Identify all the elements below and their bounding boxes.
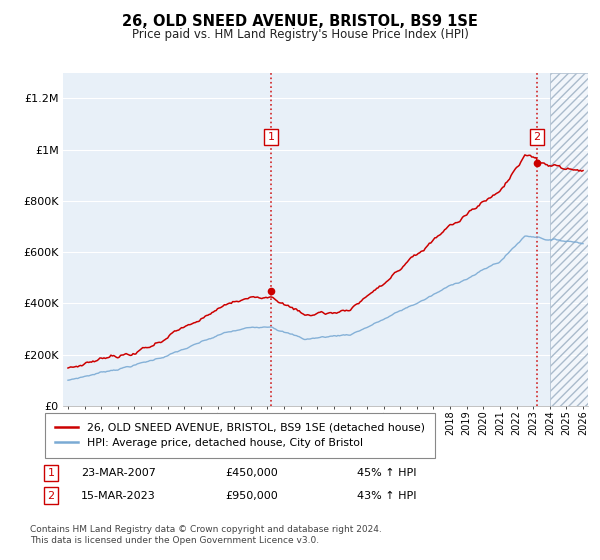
Text: 2: 2 <box>47 491 55 501</box>
Text: 26, OLD SNEED AVENUE, BRISTOL, BS9 1SE: 26, OLD SNEED AVENUE, BRISTOL, BS9 1SE <box>122 14 478 29</box>
Text: 2: 2 <box>533 132 540 142</box>
Bar <box>550 73 588 406</box>
Text: 15-MAR-2023: 15-MAR-2023 <box>81 491 156 501</box>
Text: £950,000: £950,000 <box>225 491 278 501</box>
Text: 1: 1 <box>47 468 55 478</box>
Text: 1: 1 <box>268 132 275 142</box>
Text: Contains HM Land Registry data © Crown copyright and database right 2024.
This d: Contains HM Land Registry data © Crown c… <box>30 525 382 545</box>
Legend: 26, OLD SNEED AVENUE, BRISTOL, BS9 1SE (detached house), HPI: Average price, det: 26, OLD SNEED AVENUE, BRISTOL, BS9 1SE (… <box>48 416 431 455</box>
Text: 23-MAR-2007: 23-MAR-2007 <box>81 468 156 478</box>
Text: Price paid vs. HM Land Registry's House Price Index (HPI): Price paid vs. HM Land Registry's House … <box>131 28 469 41</box>
Text: 45% ↑ HPI: 45% ↑ HPI <box>357 468 416 478</box>
Text: 43% ↑ HPI: 43% ↑ HPI <box>357 491 416 501</box>
Text: £450,000: £450,000 <box>225 468 278 478</box>
Bar <box>550 73 588 406</box>
